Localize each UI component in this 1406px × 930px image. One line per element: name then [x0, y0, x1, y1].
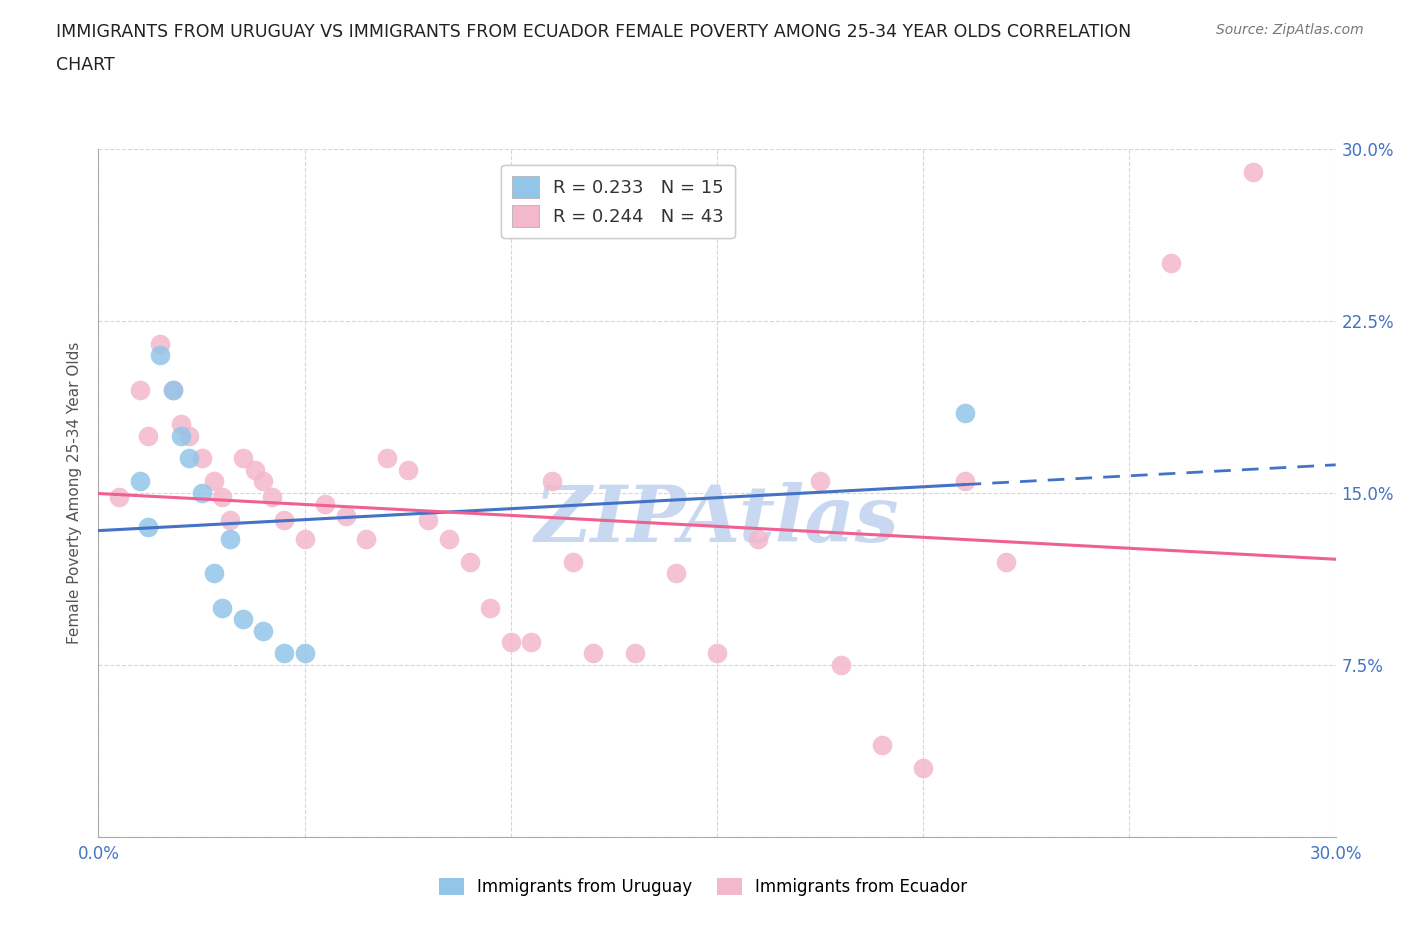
- Point: [128, 474, 150, 489]
- Legend: Immigrants from Uruguay, Immigrants from Ecuador: Immigrants from Uruguay, Immigrants from…: [432, 871, 974, 903]
- Point: [179, 428, 201, 443]
- Point: [273, 513, 295, 528]
- Point: [314, 497, 336, 512]
- Point: [356, 531, 378, 546]
- Point: [458, 554, 481, 569]
- Point: [149, 348, 172, 363]
- Point: [219, 513, 242, 528]
- Point: [396, 462, 419, 477]
- Point: [706, 646, 728, 661]
- Point: [665, 565, 688, 580]
- Point: [479, 600, 502, 615]
- Point: [870, 737, 893, 752]
- Point: [179, 451, 201, 466]
- Point: [252, 623, 274, 638]
- Point: [252, 474, 274, 489]
- Point: [953, 405, 976, 420]
- Point: [294, 646, 316, 661]
- Point: [808, 474, 831, 489]
- Point: [582, 646, 605, 661]
- Text: CHART: CHART: [56, 56, 115, 73]
- Legend: R = 0.233   N = 15, R = 0.244   N = 43: R = 0.233 N = 15, R = 0.244 N = 43: [501, 165, 735, 238]
- Point: [170, 428, 193, 443]
- Text: ZIPAtlas: ZIPAtlas: [534, 482, 900, 559]
- Y-axis label: Female Poverty Among 25-34 Year Olds: Female Poverty Among 25-34 Year Olds: [67, 341, 83, 644]
- Point: [190, 485, 212, 500]
- Point: [162, 382, 184, 397]
- Point: [994, 554, 1017, 569]
- Point: [232, 612, 254, 627]
- Text: Source: ZipAtlas.com: Source: ZipAtlas.com: [1216, 23, 1364, 37]
- Point: [260, 490, 283, 505]
- Point: [1241, 165, 1264, 179]
- Point: [211, 600, 233, 615]
- Point: [232, 451, 254, 466]
- Text: IMMIGRANTS FROM URUGUAY VS IMMIGRANTS FROM ECUADOR FEMALE POVERTY AMONG 25-34 YE: IMMIGRANTS FROM URUGUAY VS IMMIGRANTS FR…: [56, 23, 1132, 41]
- Point: [335, 509, 357, 524]
- Point: [273, 646, 295, 661]
- Point: [912, 761, 935, 776]
- Point: [499, 634, 522, 649]
- Point: [219, 531, 242, 546]
- Point: [294, 531, 316, 546]
- Point: [149, 337, 172, 352]
- Point: [202, 565, 225, 580]
- Point: [437, 531, 460, 546]
- Point: [243, 462, 266, 477]
- Point: [108, 490, 131, 505]
- Point: [128, 382, 150, 397]
- Point: [136, 428, 159, 443]
- Point: [190, 451, 212, 466]
- Point: [747, 531, 769, 546]
- Point: [953, 474, 976, 489]
- Point: [375, 451, 398, 466]
- Point: [418, 513, 440, 528]
- Point: [136, 520, 159, 535]
- Point: [1160, 256, 1182, 271]
- Point: [561, 554, 583, 569]
- Point: [830, 658, 852, 672]
- Point: [541, 474, 564, 489]
- Point: [162, 382, 184, 397]
- Point: [623, 646, 645, 661]
- Point: [170, 417, 193, 432]
- Point: [202, 474, 225, 489]
- Point: [520, 634, 543, 649]
- Point: [211, 490, 233, 505]
